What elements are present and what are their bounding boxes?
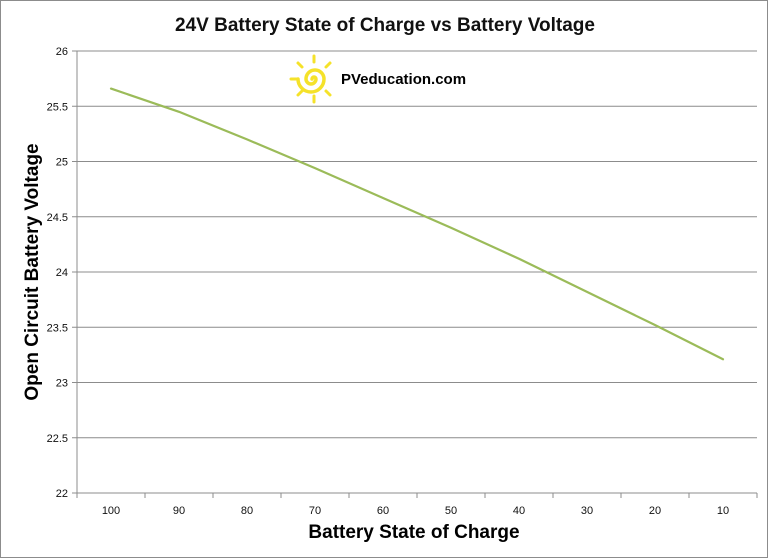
y-tick-label: 26 bbox=[56, 46, 68, 58]
x-tick-label: 80 bbox=[241, 505, 253, 517]
x-tick-label: 20 bbox=[649, 505, 661, 517]
x-tick-label: 30 bbox=[581, 505, 593, 517]
sun-spiral-icon bbox=[289, 54, 332, 104]
x-tick-label: 10 bbox=[717, 505, 729, 517]
y-tick-label: 24 bbox=[56, 267, 68, 279]
gridlines bbox=[77, 50, 757, 494]
y-tick-label: 22 bbox=[56, 488, 68, 500]
x-tick-label: 70 bbox=[309, 505, 321, 517]
x-axis-label: Battery State of Charge bbox=[308, 522, 519, 543]
y-tick-label: 24.5 bbox=[47, 212, 68, 224]
x-tick-label: 50 bbox=[445, 505, 457, 517]
logo: PVeducation.com bbox=[289, 54, 466, 104]
y-tick-labels: 22 22.5 23 23.5 24 24.5 25 25.5 26 bbox=[47, 46, 68, 500]
y-tick-label: 23.5 bbox=[47, 322, 68, 334]
y-tick-label: 22.5 bbox=[47, 433, 68, 445]
x-tick-label: 90 bbox=[173, 505, 185, 517]
axes bbox=[72, 50, 758, 498]
chart-title: 24V Battery State of Charge vs Battery V… bbox=[175, 15, 595, 36]
y-tick-label: 25.5 bbox=[47, 101, 68, 113]
y-axis-label: Open Circuit Battery Voltage bbox=[22, 143, 43, 400]
x-tick-labels: 100 90 80 70 60 50 40 30 20 10 bbox=[102, 505, 729, 517]
series-line bbox=[109, 87, 725, 361]
x-tick-label: 40 bbox=[513, 505, 525, 517]
series-layer bbox=[109, 87, 725, 361]
y-tick-label: 25 bbox=[56, 157, 68, 169]
logo-text: PVeducation.com bbox=[341, 71, 466, 88]
x-tick-label: 100 bbox=[102, 505, 120, 517]
x-tick-label: 60 bbox=[377, 505, 389, 517]
y-tick-label: 23 bbox=[56, 378, 68, 390]
